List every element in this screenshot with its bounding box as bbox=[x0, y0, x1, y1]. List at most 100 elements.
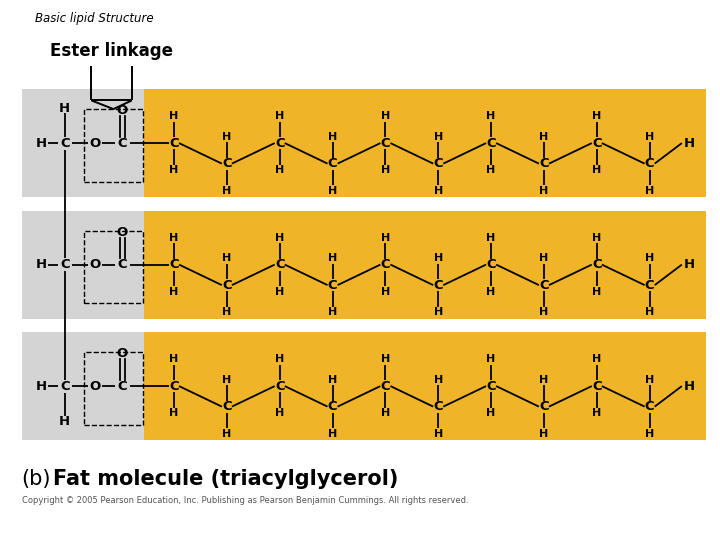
Text: C: C bbox=[222, 400, 232, 413]
Text: H: H bbox=[487, 233, 496, 242]
Text: C: C bbox=[60, 137, 70, 150]
Text: H: H bbox=[169, 354, 179, 364]
Text: C: C bbox=[222, 279, 232, 292]
Text: C: C bbox=[117, 380, 127, 393]
Text: H: H bbox=[35, 258, 47, 271]
Text: C: C bbox=[486, 380, 496, 393]
Text: Ester linkage: Ester linkage bbox=[50, 42, 173, 60]
Text: C: C bbox=[592, 258, 602, 271]
Text: O: O bbox=[117, 347, 128, 360]
Text: H: H bbox=[328, 186, 337, 195]
Text: H: H bbox=[381, 111, 390, 121]
Text: H: H bbox=[433, 375, 443, 384]
Text: H: H bbox=[275, 408, 284, 418]
Text: C: C bbox=[645, 279, 654, 292]
Text: O: O bbox=[89, 137, 101, 150]
Bar bbox=[84, 231, 143, 303]
Text: C: C bbox=[592, 137, 602, 150]
Text: H: H bbox=[328, 307, 337, 317]
Bar bbox=[144, 332, 706, 440]
Text: H: H bbox=[592, 111, 601, 121]
Text: Copyright © 2005 Pearson Education, Inc. Publishing as Pearson Benjamin Cummings: Copyright © 2005 Pearson Education, Inc.… bbox=[22, 496, 468, 505]
Text: H: H bbox=[35, 380, 47, 393]
Text: H: H bbox=[381, 354, 390, 364]
Text: H: H bbox=[328, 375, 337, 384]
Text: C: C bbox=[275, 258, 284, 271]
Text: H: H bbox=[592, 233, 601, 242]
Text: H: H bbox=[169, 287, 179, 296]
Text: C: C bbox=[60, 258, 70, 271]
Text: O: O bbox=[117, 226, 128, 239]
Text: C: C bbox=[433, 279, 443, 292]
Text: H: H bbox=[169, 408, 179, 418]
Text: H: H bbox=[645, 132, 654, 141]
Text: H: H bbox=[539, 132, 549, 141]
Text: H: H bbox=[487, 111, 496, 121]
Text: C: C bbox=[169, 380, 179, 393]
Text: H: H bbox=[433, 253, 443, 263]
Text: C: C bbox=[117, 137, 127, 150]
Text: H: H bbox=[592, 165, 601, 175]
Text: H: H bbox=[433, 132, 443, 141]
Text: H: H bbox=[433, 307, 443, 317]
Text: C: C bbox=[539, 157, 549, 170]
Text: H: H bbox=[222, 253, 232, 263]
Text: C: C bbox=[381, 258, 390, 271]
Bar bbox=[84, 109, 143, 182]
Text: H: H bbox=[222, 375, 232, 384]
Text: C: C bbox=[328, 279, 338, 292]
Text: H: H bbox=[328, 132, 337, 141]
Text: H: H bbox=[539, 186, 549, 195]
Text: C: C bbox=[169, 137, 179, 150]
Text: H: H bbox=[683, 258, 695, 271]
Text: H: H bbox=[645, 186, 654, 195]
Text: Basic lipid Structure: Basic lipid Structure bbox=[35, 12, 153, 25]
Text: H: H bbox=[645, 253, 654, 263]
Text: H: H bbox=[275, 354, 284, 364]
Text: H: H bbox=[381, 233, 390, 242]
Text: C: C bbox=[486, 258, 496, 271]
Text: C: C bbox=[169, 258, 179, 271]
Text: H: H bbox=[487, 408, 496, 418]
Text: C: C bbox=[539, 400, 549, 413]
Text: H: H bbox=[433, 429, 443, 438]
Bar bbox=[22, 332, 144, 440]
Text: H: H bbox=[487, 287, 496, 296]
Bar bbox=[22, 211, 144, 319]
Text: C: C bbox=[592, 380, 602, 393]
Text: C: C bbox=[275, 137, 284, 150]
Text: O: O bbox=[89, 258, 101, 271]
Text: H: H bbox=[169, 165, 179, 175]
Text: C: C bbox=[328, 157, 338, 170]
Text: C: C bbox=[381, 137, 390, 150]
Text: H: H bbox=[59, 102, 71, 114]
Text: H: H bbox=[169, 111, 179, 121]
Text: H: H bbox=[35, 137, 47, 150]
Text: C: C bbox=[117, 258, 127, 271]
Text: H: H bbox=[487, 354, 496, 364]
Bar bbox=[84, 352, 143, 425]
Text: H: H bbox=[645, 307, 654, 317]
Text: (b): (b) bbox=[22, 469, 51, 489]
Text: H: H bbox=[59, 415, 71, 428]
Text: C: C bbox=[486, 137, 496, 150]
Text: C: C bbox=[645, 157, 654, 170]
Text: H: H bbox=[222, 132, 232, 141]
Text: H: H bbox=[222, 429, 232, 438]
Text: C: C bbox=[433, 400, 443, 413]
Text: C: C bbox=[275, 380, 284, 393]
Text: H: H bbox=[275, 165, 284, 175]
Text: O: O bbox=[89, 380, 101, 393]
Text: Fat molecule (triacylglycerol): Fat molecule (triacylglycerol) bbox=[53, 469, 399, 489]
Text: H: H bbox=[592, 354, 601, 364]
Text: H: H bbox=[381, 165, 390, 175]
Text: H: H bbox=[592, 287, 601, 296]
Text: O: O bbox=[117, 104, 128, 117]
Text: H: H bbox=[381, 287, 390, 296]
Text: C: C bbox=[328, 400, 338, 413]
Text: H: H bbox=[683, 380, 695, 393]
Text: H: H bbox=[275, 287, 284, 296]
Text: H: H bbox=[381, 408, 390, 418]
Text: C: C bbox=[539, 279, 549, 292]
Text: H: H bbox=[683, 137, 695, 150]
